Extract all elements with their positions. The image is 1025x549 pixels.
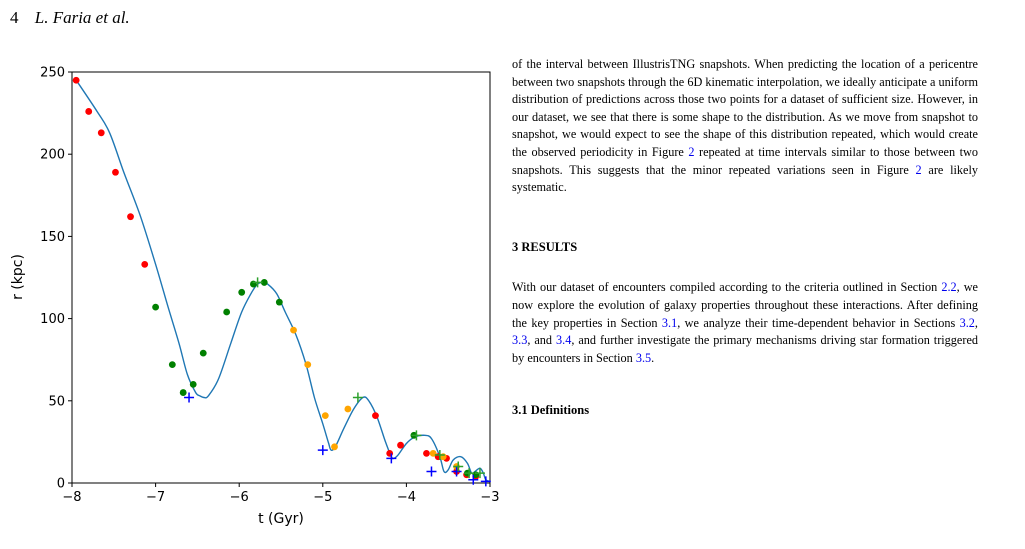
red-data-point: [85, 108, 93, 115]
green-data-point: [260, 279, 268, 286]
page-header: 4 L. Faria et al.: [10, 8, 130, 28]
orange-data-point: [290, 326, 297, 334]
green-data-point: [199, 349, 207, 357]
pericentre-marker: [426, 466, 437, 477]
x-axis-label: t (Gyr): [258, 511, 304, 527]
red-data-point: [423, 450, 430, 457]
cross-reference-link[interactable]: 3.2: [959, 315, 975, 330]
orbit-radius-chart: −8 −7 −6 −5 −4 −3 0 50 100 150 200 250 t (Gyr) r (k…: [10, 66, 500, 528]
red-data-point: [372, 412, 379, 419]
subsection-heading-definitions: 3.1 Definitions: [512, 403, 590, 418]
x-tick-label: −4: [397, 490, 416, 505]
red-data-point: [97, 129, 105, 137]
cross-reference-link[interactable]: 3.1: [661, 315, 678, 330]
apocentre-marker: [474, 468, 485, 479]
page-number: 4: [10, 8, 19, 27]
orange-data-point: [344, 405, 352, 413]
x-tick-label: −7: [146, 490, 165, 505]
paragraph-text: With our dataset of encounters compiled …: [512, 280, 942, 295]
paragraph-text: of the interval between IllustrisTNG sna…: [512, 57, 978, 159]
y-axis-label: r (kpc): [10, 254, 26, 300]
red-data-point: [141, 260, 149, 268]
orange-data-point: [331, 443, 338, 451]
red-data-point: [397, 441, 404, 449]
green-data-point: [223, 308, 231, 316]
y-tick-label: 250: [40, 66, 65, 81]
cross-reference-link[interactable]: 2: [688, 144, 695, 159]
green-data-point: [275, 298, 283, 306]
paragraph-periodicity: of the interval between IllustrisTNG sna…: [512, 56, 978, 197]
pericentre-marker: [480, 476, 491, 487]
paragraph-text: .: [651, 350, 655, 365]
orange-data-point: [321, 412, 329, 419]
running-head-authors: L. Faria et al.: [34, 8, 130, 27]
apocentre-marker: [411, 430, 422, 441]
pericentre-marker: [386, 453, 397, 464]
paragraph-text: are likely systematic.: [512, 162, 978, 195]
x-tick-label: −6: [230, 490, 249, 505]
paragraph-text: repeated at time intervals similar to th…: [512, 144, 979, 177]
y-tick-label: 0: [57, 477, 65, 492]
x-tick-label: −3: [480, 490, 499, 505]
green-data-point: [189, 380, 197, 388]
cross-reference-link[interactable]: 3.4: [556, 333, 572, 348]
y-tick-label: 200: [40, 148, 65, 163]
paragraph-text: , and: [527, 333, 556, 348]
paragraph-text: , and further investigate the primary me…: [512, 333, 979, 365]
cross-reference-link[interactable]: 2.2: [941, 280, 957, 295]
paragraph-results-intro: With our dataset of encounters compiled …: [512, 279, 978, 367]
paragraph-text: ,: [974, 315, 978, 330]
text-column: of the interval between IllustrisTNG sna…: [512, 56, 978, 420]
green-data-point: [238, 288, 246, 296]
cross-reference-link[interactable]: 2: [915, 162, 922, 177]
data-points: [72, 76, 491, 487]
green-data-point: [152, 303, 160, 311]
axis-ticks: −8 −7 −6 −5 −4 −3 0 50 100 150 200 250: [40, 66, 499, 506]
red-data-point: [72, 76, 80, 84]
green-data-point: [179, 389, 187, 396]
plot-frame: [71, 71, 491, 484]
cross-reference-link[interactable]: 3.5: [635, 350, 652, 365]
x-tick-label: −5: [313, 490, 332, 505]
x-tick-label: −8: [62, 490, 81, 505]
pericentre-marker: [451, 466, 462, 477]
apocentre-marker: [464, 468, 475, 479]
apocentre-marker: [252, 277, 263, 288]
orbit-curve: [75, 79, 491, 483]
red-data-point: [127, 213, 134, 221]
orange-data-point: [304, 361, 312, 369]
y-tick-label: 100: [40, 312, 65, 327]
pericentre-marker: [317, 445, 328, 456]
cross-reference-link[interactable]: 3.3: [512, 333, 528, 348]
apocentre-marker: [352, 392, 363, 403]
y-tick-label: 150: [40, 230, 65, 245]
apocentre-marker: [434, 450, 445, 461]
section-heading-results: 3 RESULTS: [512, 239, 578, 254]
green-data-point: [168, 361, 176, 369]
pericentre-marker: [184, 392, 195, 403]
apocentre-marker: [453, 461, 464, 472]
y-tick-label: 50: [48, 394, 65, 409]
paragraph-text: , we analyze their time-dependent behavi…: [677, 315, 960, 330]
pericentre-marker: [468, 474, 479, 485]
red-data-point: [112, 168, 119, 176]
paragraph-text: , we now explore the evolution of galaxy…: [512, 280, 978, 330]
